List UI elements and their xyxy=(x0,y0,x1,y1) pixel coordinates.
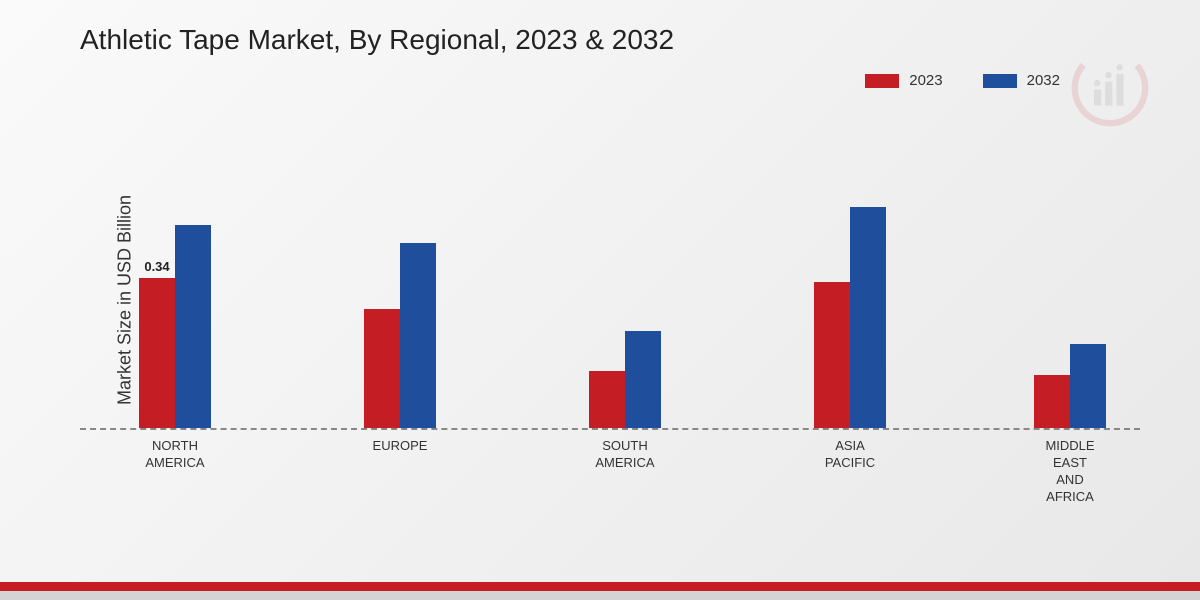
legend-swatch-2023 xyxy=(865,74,899,88)
x-axis-labels: NORTH AMERICA EUROPE SOUTH AMERICA ASIA PAC… xyxy=(80,438,1140,518)
bar: 0.34 xyxy=(139,278,175,428)
bar xyxy=(175,225,211,428)
bar-value-label: 0.34 xyxy=(144,259,169,274)
watermark-logo xyxy=(1070,48,1150,128)
footer-bar xyxy=(0,582,1200,600)
bar xyxy=(364,309,400,428)
bar-group xyxy=(589,331,661,428)
bar-group xyxy=(364,243,436,428)
bar xyxy=(589,371,625,428)
bar-group xyxy=(1034,344,1106,428)
bar xyxy=(625,331,661,428)
chart-title: Athletic Tape Market, By Regional, 2023 … xyxy=(80,24,674,56)
legend-swatch-2032 xyxy=(983,74,1017,88)
x-tick-label: NORTH AMERICA xyxy=(115,438,235,472)
x-tick-label: EUROPE xyxy=(340,438,460,455)
legend-item-2023: 2023 xyxy=(865,72,942,89)
bar-group: 0.34 xyxy=(139,225,211,428)
bar xyxy=(1034,375,1070,428)
x-tick-label: SOUTH AMERICA xyxy=(565,438,685,472)
legend-label-2032: 2032 xyxy=(1027,72,1060,89)
bar xyxy=(400,243,436,428)
bar xyxy=(1070,344,1106,428)
footer-red-stripe xyxy=(0,582,1200,591)
x-tick-label: ASIA PACIFIC xyxy=(790,438,910,472)
x-tick-label: MIDDLE EAST AND AFRICA xyxy=(1010,438,1130,506)
footer-gray-stripe xyxy=(0,591,1200,600)
legend-item-2032: 2032 xyxy=(983,72,1060,89)
legend-label-2023: 2023 xyxy=(909,72,942,89)
legend: 2023 2032 xyxy=(865,72,1060,89)
bar-group xyxy=(814,207,886,428)
bar xyxy=(850,207,886,428)
plot-area: 0.34 xyxy=(80,130,1140,430)
bar xyxy=(814,282,850,428)
